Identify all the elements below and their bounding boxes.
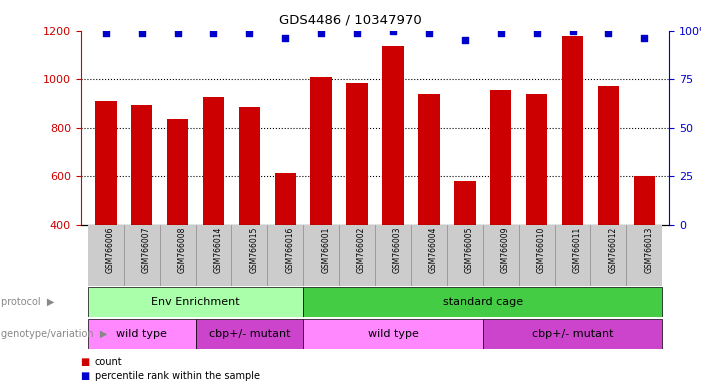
Bar	[267, 225, 304, 286]
Text: cbp+/- mutant: cbp+/- mutant	[532, 329, 613, 339]
Bar	[95, 101, 116, 225]
Bar	[167, 119, 189, 225]
Bar	[483, 225, 519, 286]
Bar	[634, 176, 655, 225]
Text: cbp+/- mutant: cbp+/- mutant	[209, 329, 290, 339]
Point	[172, 30, 183, 36]
Bar	[519, 225, 554, 286]
Bar	[238, 107, 260, 225]
Bar	[346, 83, 368, 225]
Text: genotype/variation  ▶: genotype/variation ▶	[1, 329, 108, 339]
Point	[495, 30, 506, 36]
Bar	[483, 319, 662, 349]
Bar	[454, 181, 475, 225]
Text: standard cage: standard cage	[443, 297, 523, 307]
Text: GSM766003: GSM766003	[393, 227, 402, 273]
Bar	[203, 97, 224, 225]
Text: GSM766001: GSM766001	[321, 227, 330, 273]
Text: protocol  ▶: protocol ▶	[1, 297, 55, 307]
Text: GSM766002: GSM766002	[357, 227, 366, 273]
Bar	[490, 89, 512, 225]
Bar	[554, 225, 590, 286]
Point	[603, 30, 614, 36]
Text: GSM766014: GSM766014	[214, 227, 222, 273]
Bar	[375, 225, 411, 286]
Text: GDS4486 / 10347970: GDS4486 / 10347970	[279, 13, 422, 26]
Point	[351, 30, 362, 36]
Bar	[123, 225, 160, 286]
Bar	[382, 46, 404, 225]
Text: GSM766013: GSM766013	[644, 227, 653, 273]
Bar	[88, 287, 304, 317]
Bar	[590, 225, 627, 286]
Point	[244, 30, 255, 36]
Point	[423, 30, 435, 36]
Point	[388, 28, 399, 34]
Bar	[160, 225, 196, 286]
Text: GSM766015: GSM766015	[250, 227, 259, 273]
Text: GSM766006: GSM766006	[106, 227, 115, 273]
Bar	[196, 225, 231, 286]
Point	[567, 28, 578, 34]
Point	[459, 37, 470, 43]
Bar	[304, 225, 339, 286]
Text: ■: ■	[81, 357, 90, 367]
Bar	[304, 319, 483, 349]
Text: GSM766005: GSM766005	[465, 227, 474, 273]
Bar	[88, 225, 123, 286]
Bar	[598, 86, 619, 225]
Bar	[304, 287, 662, 317]
Bar	[526, 94, 547, 225]
Bar	[231, 225, 267, 286]
Text: GSM766012: GSM766012	[608, 227, 618, 273]
Bar	[562, 36, 583, 225]
Text: Env Enrichment: Env Enrichment	[151, 297, 240, 307]
Bar	[339, 225, 375, 286]
Bar	[418, 94, 440, 225]
Text: count: count	[95, 357, 122, 367]
Bar	[196, 319, 304, 349]
Text: percentile rank within the sample: percentile rank within the sample	[95, 371, 259, 381]
Bar	[311, 77, 332, 225]
Point	[136, 30, 147, 36]
Text: GSM766011: GSM766011	[573, 227, 582, 273]
Bar	[88, 319, 196, 349]
Bar	[131, 105, 152, 225]
Point	[531, 30, 542, 36]
Text: GSM766009: GSM766009	[501, 227, 510, 273]
Bar	[411, 225, 447, 286]
Point	[315, 30, 327, 36]
Bar	[275, 172, 296, 225]
Text: GSM766010: GSM766010	[536, 227, 545, 273]
Point	[639, 35, 650, 41]
Text: GSM766008: GSM766008	[177, 227, 186, 273]
Bar	[627, 225, 662, 286]
Text: ■: ■	[81, 371, 90, 381]
Text: GSM766007: GSM766007	[142, 227, 151, 273]
Text: GSM766016: GSM766016	[285, 227, 294, 273]
Bar	[447, 225, 483, 286]
Text: GSM766004: GSM766004	[429, 227, 438, 273]
Point	[280, 35, 291, 41]
Point	[100, 30, 111, 36]
Text: wild type: wild type	[367, 329, 418, 339]
Text: wild type: wild type	[116, 329, 167, 339]
Point	[208, 30, 219, 36]
